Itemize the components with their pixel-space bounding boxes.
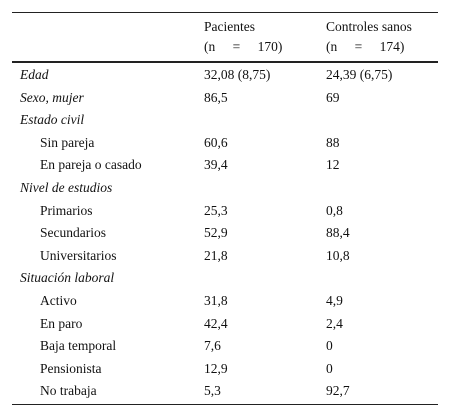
cell-value: 21,8 [204, 247, 228, 263]
header-cell: Pacientes [204, 19, 255, 34]
row-heading: Estado civil [20, 112, 85, 128]
top-rule [12, 12, 438, 13]
row-label: Pensionista [40, 360, 102, 376]
cell-value: 0,8 [326, 202, 343, 218]
cell-value: 0 [326, 360, 333, 376]
cell-value: 60,6 [204, 134, 228, 150]
row-label: En paro [40, 315, 83, 331]
cell-value: 24,39 (6,75) [326, 67, 393, 82]
cell-value: 69 [326, 89, 340, 105]
cell-value: 12,9 [204, 360, 228, 376]
cell-value: 42,4 [204, 315, 228, 331]
cell-value: 32,08 (8,75) [204, 67, 271, 82]
cell-value: 86,5 [204, 89, 228, 105]
cell-value: 52,9 [204, 225, 228, 241]
header-n: (n = 174) [326, 39, 405, 54]
cell-value: 4,9 [326, 293, 343, 308]
row-heading: Nivel de estudios [20, 180, 113, 195]
cell-value: 7,6 [204, 338, 221, 354]
row-label: Sin pareja [40, 134, 95, 150]
cell-value: 12 [326, 157, 340, 173]
cell-value: 5,3 [204, 383, 221, 399]
row-label: En pareja o casado [40, 157, 142, 173]
row-label: Primarios [40, 202, 93, 218]
cell-value: 39,4 [204, 157, 228, 173]
cell-value: 88 [326, 134, 340, 150]
row-label: Secundarios [40, 225, 106, 241]
cell-value: 88,4 [326, 225, 350, 241]
header-n: (n = 170) [204, 39, 283, 54]
header-rule [12, 61, 438, 63]
header-cell: Controles sanos [326, 19, 412, 34]
row-heading: Edad [20, 67, 49, 82]
row-label: No trabaja [40, 383, 97, 399]
cell-value: 25,3 [204, 202, 228, 218]
cell-value: 92,7 [326, 383, 350, 399]
row-label: Universitarios [40, 247, 117, 263]
cell-value: 31,8 [204, 293, 228, 308]
row-label: Baja temporal [40, 338, 117, 354]
cell-value: 0 [326, 338, 333, 354]
row-heading: Sexo, mujer [20, 89, 84, 105]
row-label: Activo [40, 293, 77, 308]
cell-value: 10,8 [326, 247, 350, 263]
row-heading: Situación laboral [20, 270, 115, 286]
cell-value: 2,4 [326, 315, 343, 331]
bottom-rule [12, 404, 438, 405]
